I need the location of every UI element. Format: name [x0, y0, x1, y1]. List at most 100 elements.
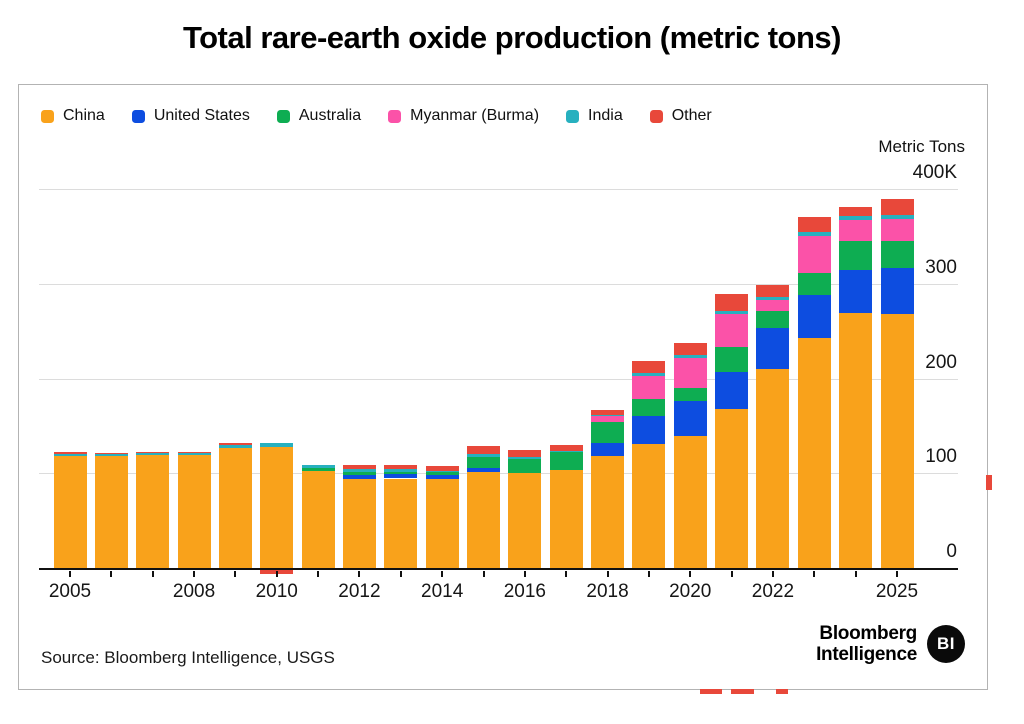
x-axis-line [39, 568, 958, 570]
y-axis-unit-label: Metric Tons [878, 137, 965, 156]
bar-2020-australia [673, 388, 707, 402]
legend-item-other: Other [649, 107, 712, 125]
gridline-400k [39, 189, 958, 191]
bar-2007-india [136, 452, 170, 456]
y-tick-label-300: 300 [925, 256, 957, 278]
legend: China United States Australia Myanmar (Burm… [41, 107, 712, 125]
legend-item-india: India [566, 107, 623, 125]
chart-frame: China United States Australia Myanmar (Burm… [18, 84, 988, 690]
bar-2023-united-states [797, 295, 831, 338]
bar-2020-china [673, 436, 707, 568]
bloomberg-intelligence-logo: Bloomberg Intelligence BI [816, 623, 965, 665]
logo-line1: Bloomberg [819, 623, 917, 644]
bar-2013-australia [384, 471, 418, 475]
bar-2006-other [94, 453, 128, 454]
gridline-200k [39, 378, 958, 380]
bar-2025-myanmar-burma [880, 218, 914, 242]
bar-2025-india [880, 214, 914, 219]
x-tick-label-2010: 2010 [255, 581, 298, 602]
legend-swatch-icon [566, 109, 580, 123]
bar-2014-india [425, 470, 459, 473]
bar-2022-china [756, 369, 790, 568]
bar-2025-united-states [880, 267, 914, 315]
x-axis-tick-2018 [606, 570, 609, 577]
legend-label: China [63, 107, 105, 124]
bar-2011-australia [301, 467, 335, 472]
legend-item-united-states: United States [131, 107, 250, 125]
bar-2024-china [839, 313, 873, 568]
bar-2015-india [467, 454, 500, 457]
bar-2024-other [839, 207, 873, 217]
y-tick-label-400K: 400K [912, 162, 957, 184]
legend-label: Australia [298, 107, 362, 124]
logo-wordmark: Bloomberg Intelligence [816, 623, 917, 665]
bar-2013-china [384, 478, 418, 568]
bar-2017-china [549, 470, 583, 568]
bar-2007-china [136, 455, 170, 568]
bar-2024-united-states [839, 269, 873, 314]
x-tick-label-2014: 2014 [421, 581, 464, 602]
bar-2015-united-states [467, 468, 500, 473]
bar-2023-myanmar-burma [797, 235, 831, 274]
legend-swatch-icon [649, 109, 663, 123]
bar-2012-india [342, 468, 376, 472]
bar-2023-other [797, 216, 831, 232]
legend-swatch-icon [388, 109, 402, 123]
bar-2021-other [715, 294, 749, 312]
stray-red-mark [986, 475, 992, 490]
bar-2007-other [136, 451, 170, 453]
x-axis-tick-2015 [482, 570, 485, 577]
x-tick-label-2018: 2018 [586, 581, 629, 602]
bar-2008-india [177, 452, 211, 456]
bar-2025-other [880, 198, 914, 215]
x-axis-tick-2008 [193, 570, 196, 577]
stray-red-mark [776, 689, 788, 694]
bar-2022-australia [756, 311, 790, 329]
x-tick-label-2012: 2012 [338, 581, 381, 602]
legend-item-china: China [41, 107, 105, 125]
bar-2011-china [301, 471, 335, 568]
x-axis-tick-2007 [151, 570, 154, 577]
bar-2019-myanmar-burma [632, 375, 666, 400]
bar-2013-india [384, 469, 418, 472]
x-axis-tick-2024 [854, 570, 857, 577]
x-tick-label-2016: 2016 [503, 581, 546, 602]
bar-2006-india [94, 453, 128, 457]
legend-label: Myanmar (Burma) [410, 107, 540, 124]
x-axis-tick-2005 [69, 570, 71, 577]
bar-2013-united-states [384, 474, 418, 479]
legend-swatch-icon [41, 109, 54, 123]
stray-red-mark [700, 689, 722, 694]
bar-2018-china [591, 456, 625, 568]
gridline-300k [39, 283, 958, 285]
legend-item-myanmar-burma: Myanmar (Burma) [388, 107, 539, 125]
bar-2020-myanmar-burma [673, 357, 707, 389]
bar-2016-india [508, 457, 542, 460]
bar-2009-other [218, 442, 252, 445]
x-axis-tick-2006 [110, 570, 113, 577]
legend-item-australia: Australia [276, 107, 362, 125]
source-note: Source: Bloomberg Intelligence, USGS [41, 648, 335, 667]
bar-2013-other [384, 465, 418, 470]
bar-2022-india [756, 297, 790, 300]
bar-2009-india [218, 444, 252, 448]
legend-swatch-icon [276, 109, 290, 123]
x-tick-label-2022: 2022 [751, 581, 795, 602]
bar-2016-china [508, 473, 542, 568]
bar-2024-australia [839, 241, 873, 270]
bar-2019-india [632, 372, 666, 376]
bar-2021-india [715, 311, 749, 315]
bar-2022-other [756, 284, 790, 298]
x-tick-label-2020: 2020 [669, 581, 712, 602]
bar-2010-india [260, 443, 294, 447]
bar-2012-united-states [342, 474, 376, 479]
x-tick-label-2008: 2008 [172, 581, 216, 602]
bar-2024-myanmar-burma [839, 220, 873, 242]
bar-2021-united-states [715, 371, 749, 409]
bar-2019-china [632, 443, 666, 568]
bar-2024-india [839, 216, 873, 221]
bar-2014-other [425, 466, 459, 471]
x-axis-tick-2013 [399, 570, 402, 577]
bar-2019-united-states [632, 416, 666, 444]
bar-2014-united-states [425, 474, 459, 479]
